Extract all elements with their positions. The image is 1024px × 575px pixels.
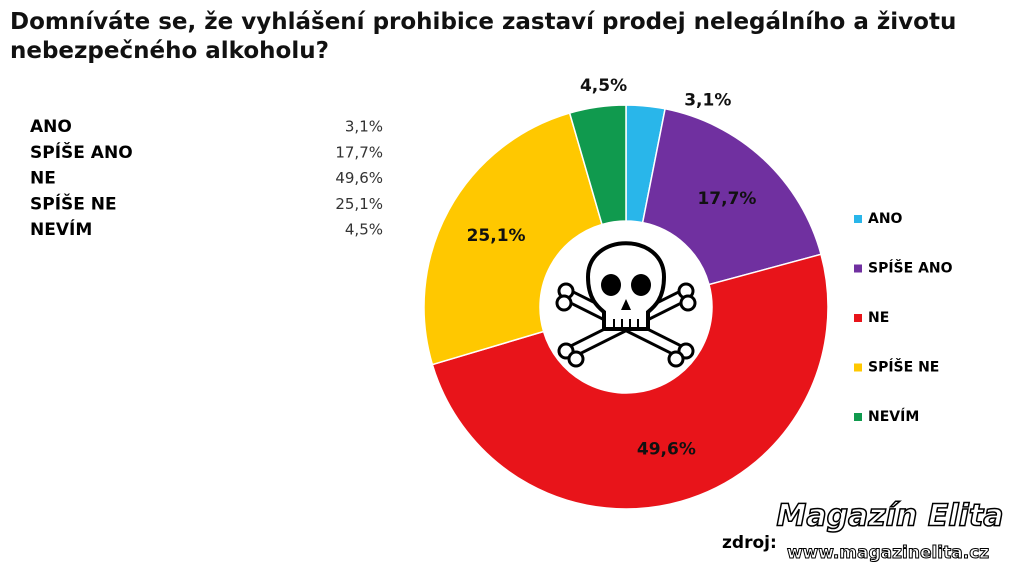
- table-category: SPÍŠE NE: [30, 192, 117, 214]
- table-category: ANO: [30, 117, 72, 137]
- legend-swatch: [854, 314, 862, 322]
- legend-swatch: [854, 264, 862, 273]
- data-label: 25,1%: [467, 226, 526, 246]
- legend-swatch: [854, 215, 862, 223]
- data-label: 49,6%: [637, 439, 696, 459]
- table-category: NE: [30, 169, 56, 189]
- table-value: 17,7%: [335, 143, 383, 161]
- data-label: 17,7%: [697, 189, 756, 209]
- donut-slice: [641, 107, 822, 286]
- table-value: 3,1%: [345, 118, 383, 136]
- data-label: 4,5%: [580, 76, 627, 96]
- donut: 3,1% 17,7% 49,6% 25,1% 4,5%: [423, 76, 829, 510]
- source-label: zdroj:: [722, 533, 777, 553]
- skull-icon: [555, 241, 697, 368]
- legend-label: SPÍŠE NE: [868, 358, 939, 376]
- table-value: 49,6%: [335, 169, 383, 187]
- value-table: ANO 3,1% SPÍŠE ANO 17,7% NE 49,6% SPÍŠE NE 25,1…: [30, 117, 383, 240]
- legend-label: SPÍŠE ANO: [868, 259, 953, 277]
- table-value: 25,1%: [335, 195, 383, 213]
- table-value: 4,5%: [345, 221, 383, 239]
- legend-swatch: [854, 363, 862, 372]
- donut-slice: [423, 112, 603, 366]
- data-label: 3,1%: [684, 91, 731, 111]
- legend-swatch: [854, 413, 862, 421]
- table-category: NEVÍM: [30, 218, 92, 240]
- watermark: Magazín Elita: [776, 499, 1003, 534]
- legend: ANO SPÍŠE ANO NE SPÍŠE NE NEVÍM: [854, 211, 953, 425]
- legend-label: NEVÍM: [868, 408, 919, 425]
- donut-slice: [568, 104, 627, 226]
- donut-slice: [431, 253, 829, 510]
- chart-title: Domníváte se, že vyhlášení prohibice zas…: [10, 9, 957, 64]
- legend-label: NE: [868, 310, 889, 326]
- table-category: SPÍŠE ANO: [30, 141, 133, 163]
- watermark-url: www.magazinelita.cz: [787, 543, 989, 563]
- legend-label: ANO: [868, 211, 903, 227]
